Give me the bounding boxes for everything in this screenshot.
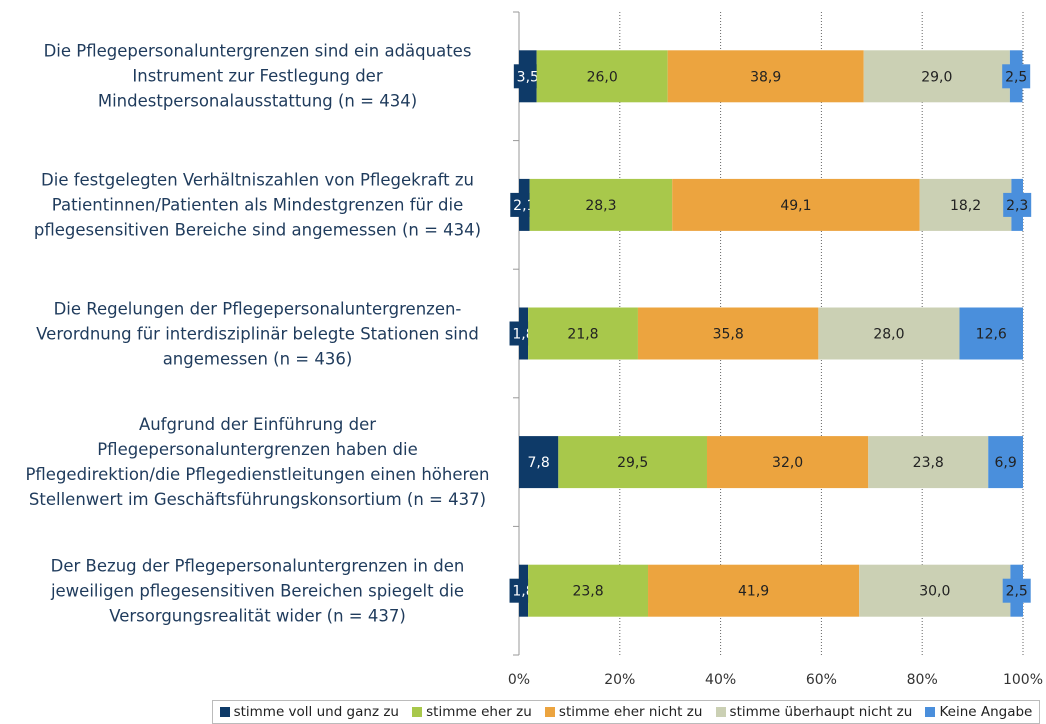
bar-segment [667, 50, 864, 103]
legend-swatch [544, 707, 555, 717]
legend-label: stimme eher zu [426, 704, 532, 720]
x-tick-label: 100% [1003, 672, 1043, 688]
value-label: 2,5 [1005, 69, 1027, 85]
value-label: 41,9 [738, 584, 769, 600]
legend-label: stimme eher nicht zu [558, 704, 703, 720]
category-label: Die festgelegten Verhältniszahlen von Pf… [33, 170, 482, 240]
legend-item: stimme eher nicht zu [544, 704, 703, 720]
legend: stimme voll und ganz zu stimme eher zu sti… [212, 700, 1040, 724]
value-label: 29,0 [921, 69, 952, 85]
x-tick-label: 0% [508, 672, 530, 688]
bar-segment [706, 436, 869, 489]
value-label: 2,5 [1006, 584, 1028, 600]
bar-segment [863, 50, 1010, 103]
category-label: Aufgrund der Einführung der Pflegeperson… [25, 415, 490, 510]
bar-segment [859, 564, 1011, 617]
value-label: 30,0 [919, 584, 950, 600]
category-label: Der Bezug der Pflegepersonaluntergrenzen… [50, 556, 465, 626]
bar-segment [818, 307, 960, 360]
legend-item: stimme voll und ganz zu [219, 704, 399, 720]
value-label: 49,1 [780, 198, 811, 214]
legend-swatch [925, 707, 936, 717]
value-label-box [1003, 192, 1032, 217]
value-label: 28,0 [873, 327, 904, 343]
value-label: 18,2 [950, 198, 981, 214]
bar-segment [528, 564, 649, 617]
category-label: Die Pflegepersonaluntergrenzen sind ein … [43, 41, 472, 111]
bar-segment [868, 436, 989, 489]
value-label: 35,8 [713, 327, 744, 343]
bar-segment [988, 436, 1023, 489]
legend-label: stimme voll und ganz zu [233, 704, 399, 720]
x-tick-label: 20% [604, 672, 635, 688]
value-label-box [1002, 578, 1031, 603]
bar-segment [558, 436, 707, 489]
value-label: 12,6 [976, 327, 1007, 343]
value-label-box [1002, 64, 1031, 89]
legend-item: stimme eher zu [412, 704, 532, 720]
x-tick-label: 60% [806, 672, 837, 688]
legend-item: stimme überhaupt nicht zu [715, 704, 913, 720]
bar-segment [519, 436, 559, 489]
category-label: Die Regelungen der Pflegepersonaluntergr… [36, 299, 479, 368]
value-label: 28,3 [585, 198, 616, 214]
value-label: 29,5 [617, 455, 648, 471]
legend-swatch [219, 707, 230, 717]
legend-item: Keine Angabe [925, 704, 1032, 720]
bar-segment [672, 178, 920, 231]
x-tick-label: 40% [705, 672, 736, 688]
value-label: 2,3 [1006, 198, 1028, 214]
legend-swatch [412, 707, 423, 717]
bar-segment [959, 307, 1023, 360]
value-label: 23,8 [572, 584, 603, 600]
value-label: 26,0 [587, 69, 618, 85]
legend-label: Keine Angabe [939, 704, 1033, 720]
value-label: 7,8 [528, 455, 550, 471]
bar-segment [648, 564, 860, 617]
bar-segment [536, 50, 668, 103]
x-tick-label: 80% [907, 672, 938, 688]
value-label: 38,9 [750, 69, 781, 85]
value-label: 32,0 [772, 455, 803, 471]
legend-swatch [715, 707, 726, 717]
legend-label: stimme überhaupt nicht zu [729, 704, 913, 720]
bar-segment [529, 178, 673, 231]
bar-segment [637, 307, 819, 360]
value-label: 3,5 [517, 69, 539, 85]
value-label: 23,8 [913, 455, 944, 471]
value-label: 6,9 [994, 455, 1016, 471]
bar-segment [919, 178, 1012, 231]
bar-segment [528, 307, 638, 360]
value-label: 21,8 [567, 327, 598, 343]
